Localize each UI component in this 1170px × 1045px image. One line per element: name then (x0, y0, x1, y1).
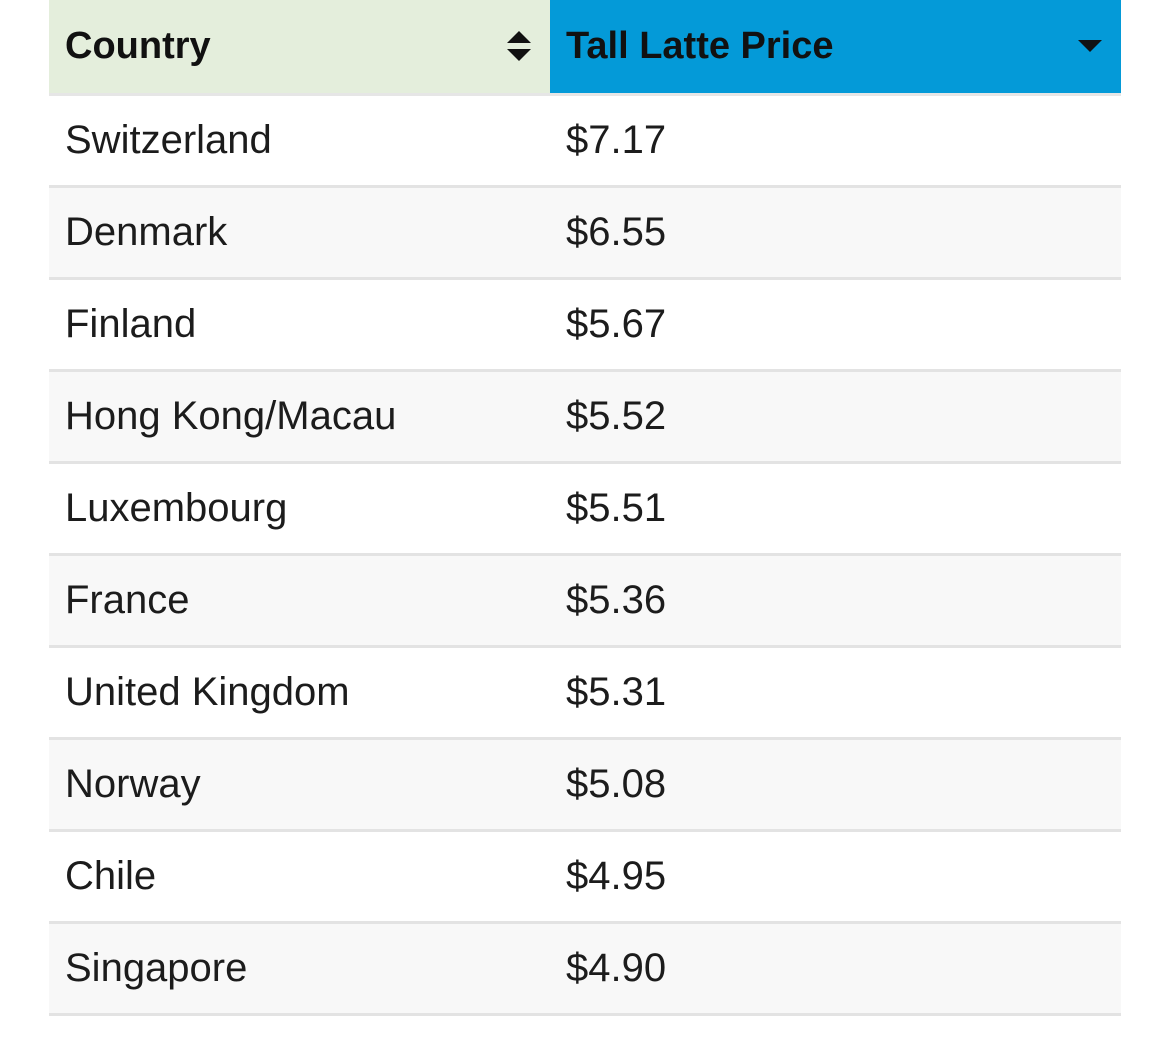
price-cell: $4.95 (550, 830, 1121, 924)
country-cell: United Kingdom (49, 646, 550, 740)
latte-price-table: Country Tall Latte Price Switzerland $7.… (49, 0, 1121, 1016)
table-row: Luxembourg $5.51 (49, 462, 1121, 556)
price-cell: $5.67 (550, 278, 1121, 372)
price-cell: $6.55 (550, 186, 1121, 280)
table-row: Finland $5.67 (49, 278, 1121, 372)
price-header-label: Tall Latte Price (566, 24, 834, 67)
price-cell: $5.36 (550, 554, 1121, 648)
country-column-header[interactable]: Country (49, 0, 550, 96)
table-row: Chile $4.95 (49, 830, 1121, 924)
price-cell: $5.31 (550, 646, 1121, 740)
price-cell: $5.51 (550, 462, 1121, 556)
sort-down-icon[interactable] (1077, 38, 1103, 54)
price-cell: $4.90 (550, 922, 1121, 1016)
price-cell: $5.52 (550, 370, 1121, 464)
table-row: Norway $5.08 (49, 738, 1121, 832)
country-cell: France (49, 554, 550, 648)
table-row: United Kingdom $5.31 (49, 646, 1121, 740)
country-cell: Switzerland (49, 94, 550, 188)
price-cell: $5.08 (550, 738, 1121, 832)
country-cell: Chile (49, 830, 550, 924)
table-row: Hong Kong/Macau $5.52 (49, 370, 1121, 464)
sort-up-down-icon[interactable] (506, 29, 532, 63)
country-header-label: Country (65, 24, 211, 67)
country-cell: Singapore (49, 922, 550, 1016)
table-row: Denmark $6.55 (49, 186, 1121, 280)
country-cell: Denmark (49, 186, 550, 280)
header-row: Country Tall Latte Price (49, 0, 1121, 96)
table-row: Singapore $4.90 (49, 922, 1121, 1016)
table-row: Switzerland $7.17 (49, 94, 1121, 188)
country-cell: Norway (49, 738, 550, 832)
price-column-header[interactable]: Tall Latte Price (550, 0, 1121, 96)
table-row: France $5.36 (49, 554, 1121, 648)
country-cell: Finland (49, 278, 550, 372)
country-cell: Luxembourg (49, 462, 550, 556)
price-cell: $7.17 (550, 94, 1121, 188)
country-cell: Hong Kong/Macau (49, 370, 550, 464)
